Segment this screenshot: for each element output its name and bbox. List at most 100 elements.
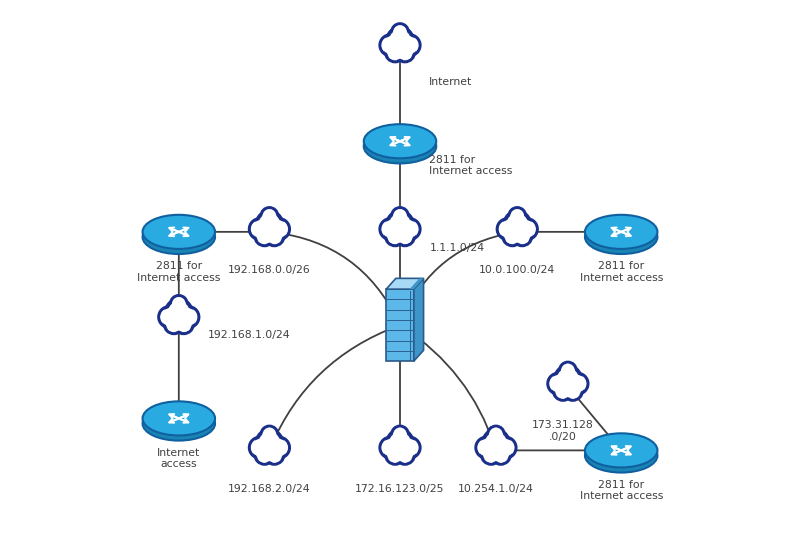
Circle shape — [251, 221, 268, 238]
Ellipse shape — [585, 220, 658, 254]
Circle shape — [390, 29, 410, 51]
Text: 10.0.100.0/24: 10.0.100.0/24 — [479, 265, 555, 276]
Circle shape — [180, 309, 197, 326]
Circle shape — [399, 219, 420, 239]
Ellipse shape — [364, 130, 436, 164]
Circle shape — [550, 375, 566, 392]
Text: 10.254.1.0/24: 10.254.1.0/24 — [458, 484, 534, 494]
Circle shape — [380, 35, 401, 55]
Circle shape — [380, 219, 401, 239]
Circle shape — [387, 44, 403, 60]
Circle shape — [401, 37, 418, 54]
Circle shape — [554, 381, 573, 400]
Polygon shape — [386, 289, 414, 361]
Circle shape — [251, 439, 268, 456]
Circle shape — [567, 373, 588, 394]
Circle shape — [256, 211, 282, 237]
Circle shape — [495, 437, 516, 458]
Circle shape — [395, 43, 414, 62]
Circle shape — [561, 364, 574, 377]
Circle shape — [258, 432, 280, 454]
Circle shape — [518, 221, 535, 238]
Circle shape — [399, 437, 420, 458]
Circle shape — [482, 445, 501, 464]
Circle shape — [265, 445, 284, 464]
Circle shape — [270, 439, 288, 456]
Text: 1.1.1.0/24: 1.1.1.0/24 — [430, 243, 485, 253]
Circle shape — [256, 430, 282, 456]
Polygon shape — [414, 278, 423, 361]
Polygon shape — [386, 278, 423, 289]
Circle shape — [261, 207, 278, 224]
Circle shape — [387, 447, 403, 463]
Circle shape — [397, 44, 413, 60]
Circle shape — [269, 219, 290, 239]
Text: Internet: Internet — [430, 77, 473, 87]
Circle shape — [258, 213, 280, 235]
Circle shape — [401, 439, 418, 456]
Text: 2811 for
Internet access: 2811 for Internet access — [579, 261, 663, 283]
Ellipse shape — [585, 433, 658, 467]
Circle shape — [548, 373, 569, 394]
Circle shape — [257, 228, 273, 244]
Circle shape — [386, 227, 405, 246]
Circle shape — [392, 207, 408, 224]
Circle shape — [393, 427, 407, 441]
Text: 192.168.2.0/24: 192.168.2.0/24 — [228, 484, 310, 494]
Circle shape — [166, 316, 182, 332]
Circle shape — [250, 437, 270, 458]
Circle shape — [393, 25, 407, 39]
Ellipse shape — [142, 215, 215, 249]
Circle shape — [161, 309, 178, 326]
Circle shape — [478, 439, 494, 456]
Circle shape — [488, 426, 504, 443]
Circle shape — [559, 362, 576, 379]
Circle shape — [387, 430, 413, 456]
Ellipse shape — [585, 215, 658, 249]
Ellipse shape — [585, 439, 658, 473]
Circle shape — [476, 437, 497, 458]
Circle shape — [569, 375, 586, 392]
Circle shape — [493, 447, 509, 463]
Circle shape — [563, 381, 582, 400]
Circle shape — [257, 447, 273, 463]
Ellipse shape — [142, 407, 215, 441]
Circle shape — [502, 227, 522, 246]
Circle shape — [170, 295, 187, 312]
Circle shape — [382, 37, 399, 54]
Ellipse shape — [364, 124, 436, 158]
Circle shape — [513, 227, 532, 246]
Circle shape — [262, 427, 276, 441]
Circle shape — [390, 213, 410, 235]
Circle shape — [504, 211, 530, 237]
Circle shape — [255, 445, 274, 464]
Circle shape — [166, 299, 192, 325]
Polygon shape — [410, 278, 423, 289]
Circle shape — [255, 227, 274, 246]
Text: 192.168.1.0/24: 192.168.1.0/24 — [208, 330, 290, 341]
Circle shape — [269, 437, 290, 458]
Text: Internet
access: Internet access — [157, 448, 201, 470]
Circle shape — [382, 439, 399, 456]
Circle shape — [168, 301, 190, 323]
Text: 173.31.128
.0/20: 173.31.128 .0/20 — [532, 420, 594, 442]
Circle shape — [514, 228, 530, 244]
Circle shape — [509, 207, 526, 224]
Circle shape — [261, 426, 278, 443]
Circle shape — [158, 306, 179, 327]
Circle shape — [178, 306, 199, 327]
Circle shape — [489, 427, 502, 441]
Circle shape — [510, 209, 524, 223]
Circle shape — [387, 211, 413, 237]
Circle shape — [382, 221, 399, 238]
Circle shape — [401, 221, 418, 238]
Circle shape — [262, 209, 276, 223]
Circle shape — [497, 439, 514, 456]
Circle shape — [387, 27, 413, 53]
Circle shape — [386, 445, 405, 464]
Circle shape — [517, 219, 538, 239]
Circle shape — [174, 314, 194, 334]
Circle shape — [397, 228, 413, 244]
Circle shape — [505, 228, 520, 244]
Circle shape — [483, 447, 499, 463]
